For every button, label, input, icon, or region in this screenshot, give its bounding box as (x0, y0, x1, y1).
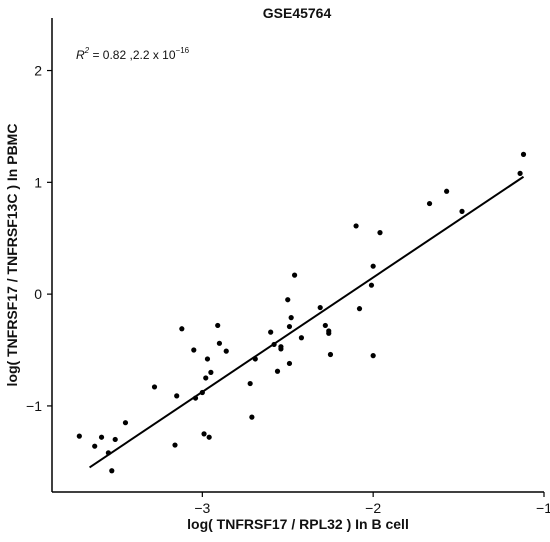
y-tick-label: 1 (34, 174, 42, 190)
data-point (151, 384, 158, 390)
data-point (520, 151, 527, 157)
data-point (208, 369, 214, 375)
y-tick-label: 2 (34, 63, 42, 79)
data-point (76, 433, 82, 439)
data-point (274, 368, 281, 374)
data-point (278, 346, 284, 352)
data-point (286, 323, 293, 330)
annotation-r-sup: 2 (84, 46, 90, 55)
data-point (192, 395, 199, 401)
data-point (252, 356, 258, 362)
y-tick-label: 0 (34, 286, 42, 302)
x-tick-label: −1 (536, 500, 550, 516)
data-point (444, 188, 450, 194)
r-squared-annotation: R2 = 0.82 ,2.2 x 10−16 (76, 46, 190, 62)
data-point (216, 340, 223, 346)
data-point (203, 375, 209, 381)
data-point (459, 208, 465, 215)
data-point (174, 393, 180, 399)
data-point (298, 335, 305, 341)
data-points (76, 151, 527, 474)
data-point (370, 353, 376, 359)
data-point (204, 356, 211, 362)
data-point (105, 450, 111, 456)
trendline (89, 175, 525, 469)
data-point (179, 326, 185, 332)
data-point (285, 297, 291, 303)
annotation-exponent: −16 (176, 46, 190, 55)
data-point (368, 282, 375, 288)
data-point (122, 420, 129, 426)
data-point (353, 223, 359, 229)
chart-title: GSE45764 (263, 5, 332, 21)
data-point (109, 468, 115, 474)
data-point (249, 414, 255, 420)
data-point (98, 434, 105, 440)
data-point (92, 443, 98, 449)
data-point (317, 304, 323, 311)
data-point (172, 442, 178, 448)
data-point (370, 263, 376, 269)
x-tick-label: −2 (365, 500, 381, 516)
y-tick-label: −1 (26, 398, 42, 414)
data-point (206, 434, 212, 440)
data-point (327, 351, 334, 358)
x-tick-label: −3 (194, 500, 210, 516)
data-point (268, 329, 274, 335)
x-ticks: −3 −2 −1 (194, 492, 550, 516)
data-point (223, 348, 229, 354)
y-axis-label: log( TNFRSF17 / TNFRSF13C ) In PBMC (4, 124, 20, 387)
data-point (201, 431, 207, 437)
data-point (291, 272, 298, 278)
data-point (247, 380, 253, 387)
data-point (517, 170, 523, 176)
data-point (288, 315, 294, 321)
x-axis-label: log( TNFRSF17 / RPL32 ) In B cell (187, 516, 409, 532)
annotation-r: R (76, 48, 85, 62)
data-point (271, 341, 277, 348)
data-point (326, 330, 332, 336)
y-ticks: −1 0 1 2 (26, 63, 52, 414)
data-point (286, 360, 293, 367)
data-point (191, 347, 197, 353)
data-point (356, 306, 363, 312)
data-point (215, 322, 221, 329)
data-point (199, 389, 205, 396)
data-point (112, 436, 118, 443)
annotation-value: = 0.82 ,2.2 x 10 (89, 48, 176, 62)
data-point (377, 230, 383, 236)
data-point (322, 322, 328, 329)
data-point (426, 200, 433, 207)
